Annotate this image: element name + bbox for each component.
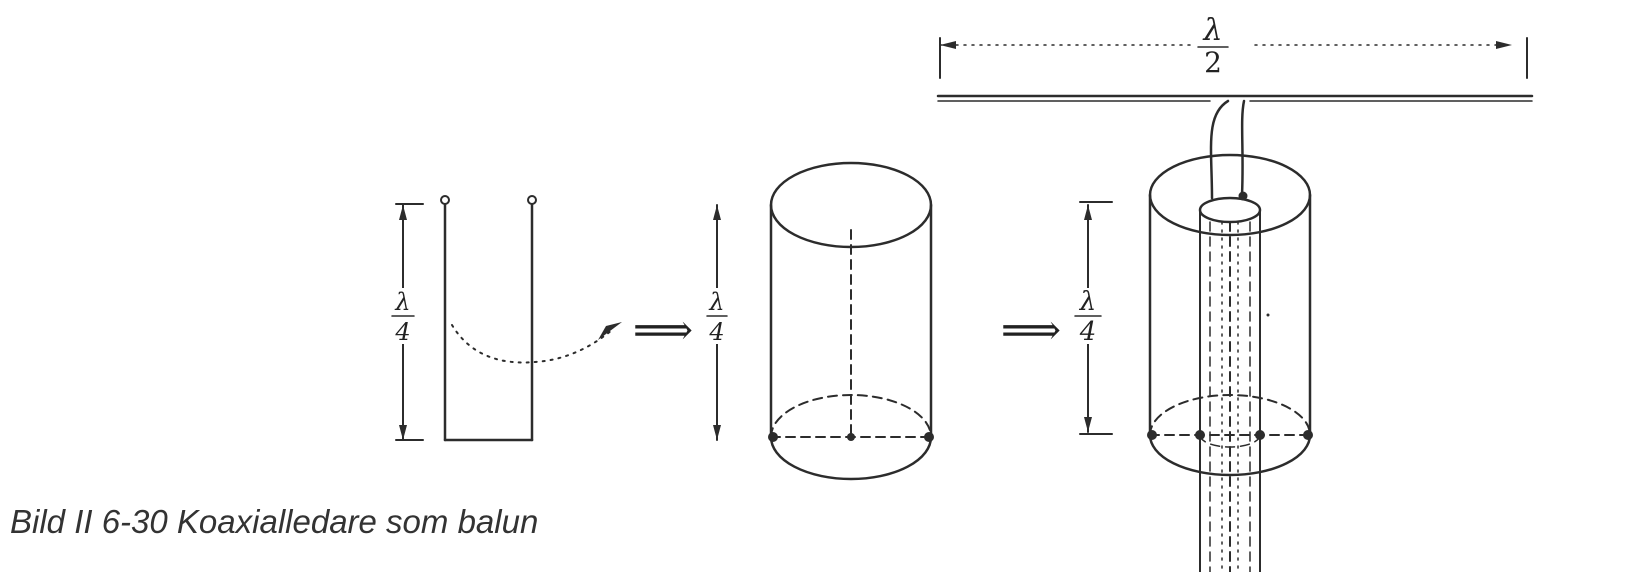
dipole-arms [936, 94, 1534, 102]
stub-terminal-right [527, 195, 537, 205]
stage1-four: 4 [394, 318, 410, 346]
implies-arrow-1: ⟹ [633, 305, 693, 354]
stage3-lambda: λ [1079, 287, 1096, 317]
balun-point-inner-right [1255, 430, 1265, 440]
balun-point-left [1147, 430, 1157, 440]
shorted-stub [443, 202, 534, 442]
cyl-point-center [847, 433, 855, 441]
figure-caption: Bild II 6-30 Koaxialledare som balun [10, 503, 539, 540]
fold-arrow [451, 324, 613, 364]
outer-sleeve [1148, 153, 1312, 477]
fold-arrow-head [598, 322, 622, 340]
stub-terminal-left [440, 195, 450, 205]
stage2-lambda: λ [708, 288, 724, 316]
feed-wires [1209, 99, 1248, 201]
balun-point-right [1303, 430, 1313, 440]
stage2-four: 4 [708, 318, 724, 346]
implies-arrow-2: ⟹ [1001, 305, 1061, 354]
stage-cylinder: λ 4 [705, 161, 934, 481]
stage1-lambda: λ [394, 288, 410, 316]
half-wave-two: 2 [1204, 46, 1222, 79]
stage3-four: 4 [1079, 317, 1097, 347]
dimension-half-wave [939, 37, 1528, 79]
cyl-point-left [768, 432, 778, 442]
cyl-point-right [924, 432, 934, 442]
half-wave-lambda: λ [1202, 13, 1222, 48]
stage-coax-balun: λ 4 [1073, 153, 1313, 572]
balun-point-inner-left [1195, 430, 1205, 440]
stray-dot [1266, 313, 1270, 317]
half-wave-dipole: λ 2 [936, 13, 1534, 201]
cylinder-shell [769, 161, 933, 481]
stage-open-line: λ 4 [390, 195, 622, 442]
coax-cable [1198, 196, 1262, 572]
